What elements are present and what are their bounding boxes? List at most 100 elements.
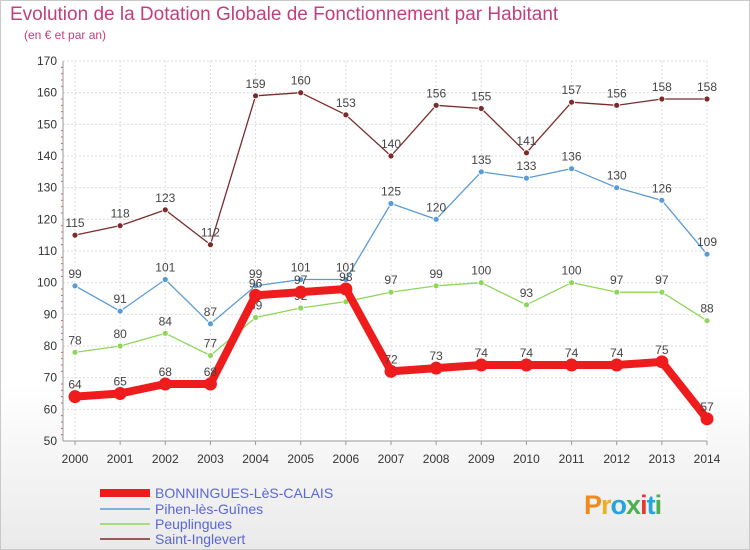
data-label: 136 xyxy=(562,150,582,164)
data-point xyxy=(384,364,398,378)
data-point xyxy=(523,174,530,182)
x-tick-label: 2008 xyxy=(423,452,450,466)
data-point xyxy=(116,307,124,315)
data-point xyxy=(613,101,621,109)
data-label: 158 xyxy=(697,80,717,94)
data-label: 91 xyxy=(113,292,127,306)
legend-label: BONNINGUES-LèS-CALAIS xyxy=(155,485,333,501)
gridlines xyxy=(63,60,708,442)
data-point xyxy=(477,279,485,287)
data-label: 118 xyxy=(111,207,130,221)
data-point xyxy=(613,288,621,296)
x-tick-label: 2013 xyxy=(649,452,676,466)
data-point xyxy=(161,329,169,337)
data-point xyxy=(432,101,440,109)
data-point xyxy=(474,358,488,372)
y-tick-label: 150 xyxy=(37,117,57,131)
data-label: 133 xyxy=(516,159,536,173)
data-label: 101 xyxy=(155,261,175,275)
data-label: 65 xyxy=(113,375,127,389)
legend-label: Saint-Inglevert xyxy=(155,531,245,547)
data-label: 101 xyxy=(291,261,311,275)
data-point xyxy=(432,282,440,290)
data-label: 123 xyxy=(155,191,175,205)
x-tick-label: 2002 xyxy=(152,452,179,466)
data-label: 101 xyxy=(336,261,356,275)
data-point xyxy=(252,92,259,100)
data-point xyxy=(565,358,579,372)
data-label: 74 xyxy=(475,346,489,360)
y-tick-label: 100 xyxy=(37,276,57,290)
data-label: 156 xyxy=(607,86,627,100)
data-label: 78 xyxy=(68,333,82,347)
data-label: 99 xyxy=(429,267,443,281)
logo-letter: x xyxy=(626,490,641,520)
data-label: 153 xyxy=(336,96,356,110)
x-tick-label: 2003 xyxy=(197,452,224,466)
y-tick-label: 160 xyxy=(37,86,57,100)
data-label: 100 xyxy=(562,264,582,278)
data-point xyxy=(71,348,79,356)
x-tick-label: 2001 xyxy=(107,452,134,466)
data-point xyxy=(113,387,127,400)
data-point xyxy=(161,206,169,214)
data-label: 158 xyxy=(652,80,672,94)
data-point xyxy=(477,168,485,176)
logo-letter: i xyxy=(640,490,647,520)
data-point xyxy=(519,358,533,372)
data-point xyxy=(655,355,669,369)
data-point xyxy=(297,304,305,312)
logo-letter: r xyxy=(601,490,611,520)
x-tick-label: 2014 xyxy=(694,452,721,466)
data-label: 130 xyxy=(607,169,627,183)
data-label: 77 xyxy=(204,337,218,351)
data-point xyxy=(116,222,124,230)
data-point xyxy=(700,412,714,426)
data-point xyxy=(568,98,575,106)
data-point xyxy=(297,276,305,283)
data-point xyxy=(658,196,666,204)
series-group: 115 118 123 112 159 160 153 140 156 155 141 157 156 1… xyxy=(65,74,717,426)
data-point xyxy=(568,279,575,287)
axes: 50 60 70 80 90 100 110 120 130 140 150 160 170 2000 20… xyxy=(37,54,721,466)
data-label: 97 xyxy=(655,273,669,287)
data-point xyxy=(387,152,395,160)
data-label: 93 xyxy=(520,286,534,300)
data-point xyxy=(703,317,711,325)
data-label: 140 xyxy=(381,137,401,151)
x-tick-label: 2009 xyxy=(468,452,495,466)
data-point xyxy=(610,358,624,372)
data-point xyxy=(207,320,214,328)
logo-letter: o xyxy=(610,490,627,520)
data-point xyxy=(249,288,263,302)
data-point xyxy=(432,215,440,223)
data-point xyxy=(68,390,82,404)
data-point xyxy=(703,250,711,258)
y-tick-label: 170 xyxy=(37,54,57,68)
x-tick-label: 2004 xyxy=(242,452,269,466)
data-label: 112 xyxy=(201,226,220,240)
x-tick-label: 2011 xyxy=(559,452,585,466)
data-point xyxy=(294,285,308,299)
data-label: 115 xyxy=(65,216,84,230)
data-point xyxy=(568,165,575,173)
data-point xyxy=(252,282,259,290)
data-label: 74 xyxy=(565,346,579,360)
data-label: 97 xyxy=(294,273,308,287)
data-label: 74 xyxy=(520,346,534,360)
data-label: 100 xyxy=(471,264,491,278)
data-point xyxy=(158,377,172,391)
x-tick-label: 2007 xyxy=(378,452,405,466)
data-label: 155 xyxy=(471,90,491,104)
data-label: 64 xyxy=(68,378,82,392)
data-label: 87 xyxy=(204,305,218,319)
data-label: 75 xyxy=(655,343,669,357)
data-label: 84 xyxy=(159,314,173,328)
data-point xyxy=(252,314,259,321)
data-label: 97 xyxy=(610,273,624,287)
y-tick-label: 80 xyxy=(44,339,58,353)
data-label: 120 xyxy=(426,200,446,214)
x-tick-label: 2010 xyxy=(513,452,540,466)
data-label: 97 xyxy=(384,273,398,287)
